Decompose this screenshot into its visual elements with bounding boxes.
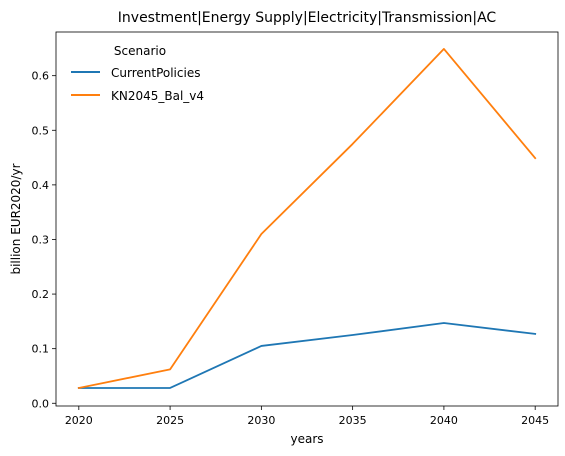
y-tick-label: 0.4 xyxy=(32,179,50,192)
series-line-kn2045-bal-v4 xyxy=(77,48,537,390)
y-tick-label: 0.5 xyxy=(32,124,50,137)
y-axis-label: billion EUR2020/yr xyxy=(9,163,23,274)
x-tick-label: 2025 xyxy=(156,414,184,427)
y-tick-label: 0.6 xyxy=(32,70,50,83)
legend-label-currentpolicies: CurrentPolicies xyxy=(111,66,200,80)
y-tick-label: 0.2 xyxy=(32,288,50,301)
x-tick-label: 2020 xyxy=(65,414,93,427)
legend-title: Scenario xyxy=(114,44,166,58)
y-tick-label: 0.1 xyxy=(32,343,50,356)
y-axis-ticks: 0.0 0.1 0.2 0.3 0.4 0.5 0.6 xyxy=(32,70,56,410)
series-line-currentpolicies xyxy=(77,322,537,389)
x-tick-label: 2030 xyxy=(247,414,275,427)
legend-label-kn2045-bal-v4: KN2045_Bal_v4 xyxy=(111,89,204,103)
series-lines xyxy=(77,48,537,390)
plot-area-frame xyxy=(55,31,559,407)
y-tick-label: 0.0 xyxy=(32,397,50,410)
x-tick-label: 2040 xyxy=(430,414,458,427)
x-tick-label: 2035 xyxy=(339,414,367,427)
legend: Scenario CurrentPolicies KN2045_Bal_v4 xyxy=(71,44,204,103)
x-axis-ticks: 2020 2025 2030 2035 2040 2045 xyxy=(65,406,549,427)
chart-title: Investment|Energy Supply|Electricity|Tra… xyxy=(118,10,497,26)
x-tick-label: 2045 xyxy=(521,414,549,427)
y-tick-label: 0.3 xyxy=(32,233,50,246)
x-axis-label: years xyxy=(290,432,323,446)
